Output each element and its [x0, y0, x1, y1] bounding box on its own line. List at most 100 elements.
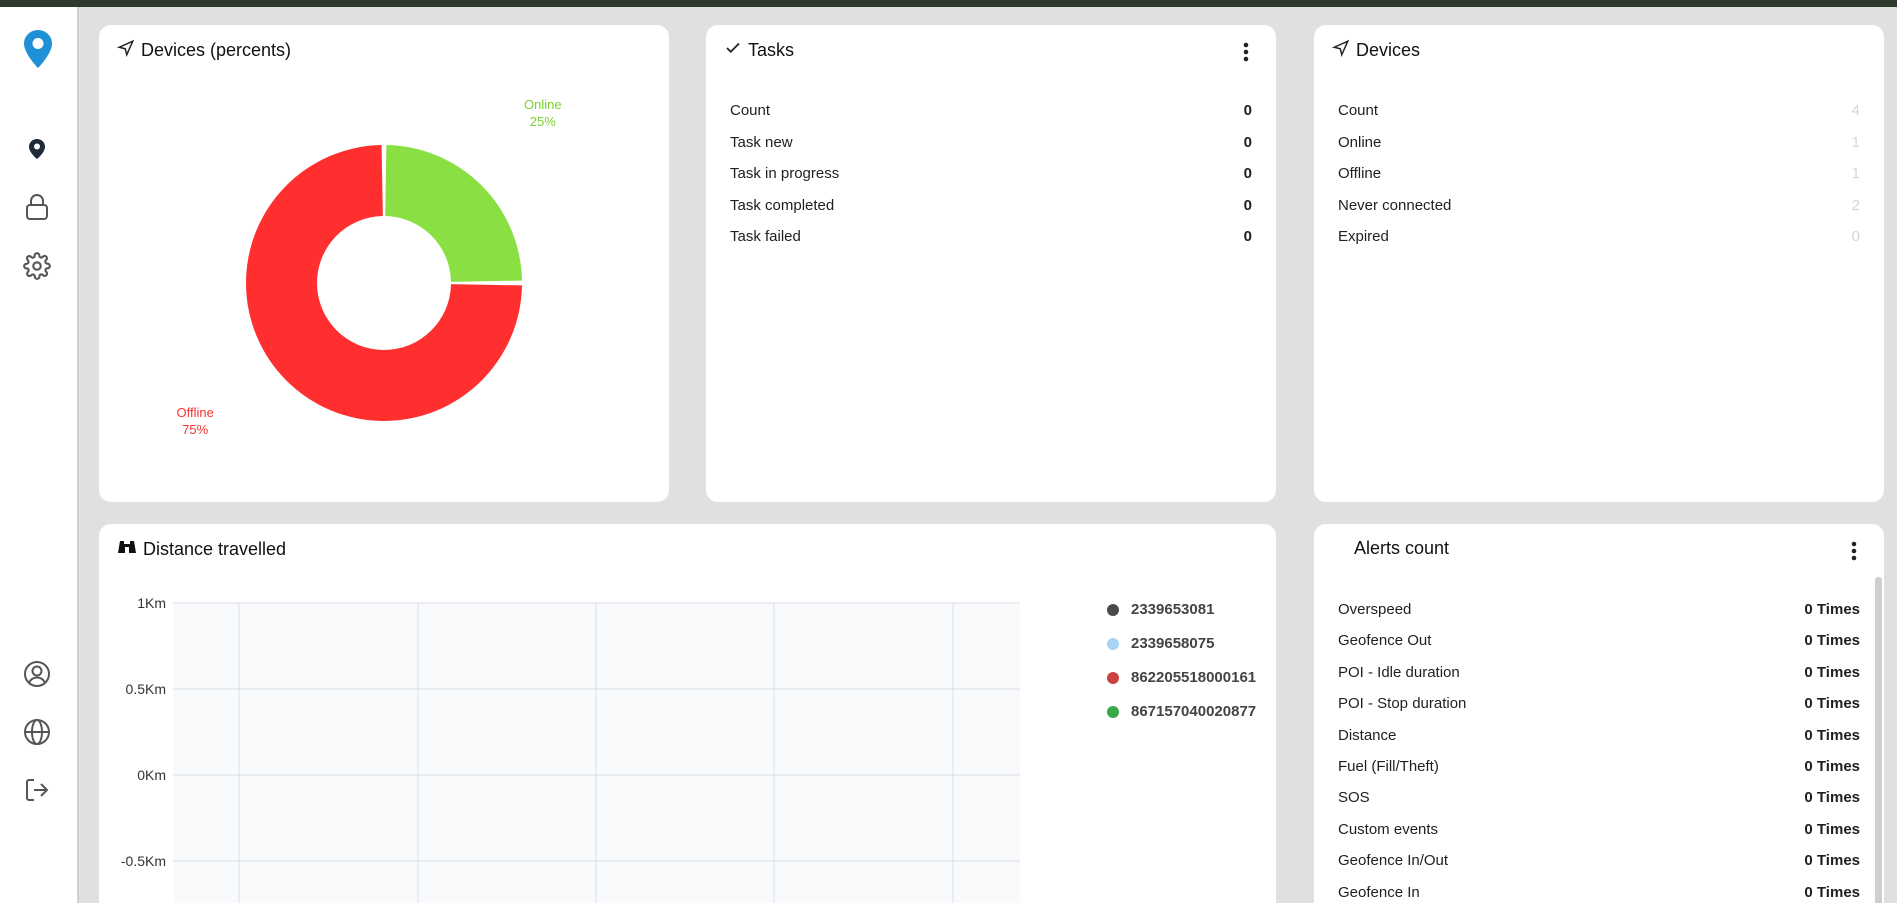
stat-row: Never connected 2 — [1338, 197, 1860, 214]
stat-row: Count 4 — [1338, 102, 1860, 119]
devices-percent-card: Devices (percents) Online 25% Offline 75% — [99, 25, 669, 502]
pie-slice-online[interactable] — [385, 145, 522, 282]
distance-line-chart: 1Km 0.5Km 0Km -0.5Km — [121, 595, 1020, 903]
stat-row: Fuel (Fill/Theft) 0 Times — [1338, 758, 1860, 775]
stat-value: 0 Times — [1804, 883, 1860, 901]
legend-item[interactable]: 867157040020877 — [1107, 703, 1256, 720]
legend-item[interactable]: 2339658075 — [1107, 635, 1214, 652]
stat-value: 1 — [1851, 165, 1860, 182]
stat-value: 0 — [1243, 228, 1252, 245]
top-bar — [0, 0, 1897, 7]
stat-row: Task in progress 0 — [730, 165, 1252, 182]
logout-icon[interactable] — [21, 774, 53, 806]
card-title-text: Distance travelled — [143, 539, 287, 559]
stat-row: Offline 1 — [1338, 165, 1860, 182]
check-icon — [724, 39, 742, 62]
stat-label: Geofence Out — [1338, 632, 1432, 650]
pie-percent-label: 75% — [182, 422, 208, 437]
donut-chart: Online 25% Offline 75% — [177, 97, 562, 437]
stat-label: SOS — [1338, 789, 1370, 807]
location-pin-icon[interactable] — [21, 133, 53, 165]
globe-icon[interactable] — [21, 716, 53, 748]
stat-value: 0 Times — [1804, 758, 1860, 775]
legend-item[interactable]: 862205518000161 — [1107, 669, 1256, 686]
alerts-menu-button[interactable] — [1844, 538, 1864, 564]
legend-label: 2339658075 — [1131, 635, 1215, 652]
y-tick-label: 0.5Km — [126, 681, 166, 697]
stat-label: POI - Idle duration — [1338, 663, 1460, 681]
stat-row: Geofence Out 0 Times — [1338, 632, 1860, 649]
pie-label: Online — [524, 97, 562, 112]
stat-row: Task new 0 — [730, 134, 1252, 151]
card-title-text: Alerts count — [1354, 538, 1450, 558]
card-title-text: Devices — [1356, 40, 1421, 60]
tasks-card: Tasks Count 0 Task new 0 Task in progress 0 Ta… — [706, 25, 1276, 502]
y-tick-label: 1Km — [137, 595, 166, 611]
pie-label: Offline — [177, 405, 214, 420]
stat-row: Overspeed 0 Times — [1338, 601, 1860, 618]
legend-item[interactable]: 2339653081 — [1107, 601, 1214, 618]
stat-label: Count — [1338, 102, 1379, 119]
legend-label: 862205518000161 — [1131, 669, 1257, 686]
stat-value: 0 Times — [1804, 852, 1860, 870]
stat-label: Task in progress — [730, 165, 840, 182]
send-icon — [1331, 39, 1350, 62]
card-title-text: Tasks — [748, 40, 795, 60]
stat-label: Count — [730, 102, 771, 119]
alerts-scrollbar[interactable] — [1875, 577, 1882, 903]
stat-value: 0 Times — [1804, 726, 1860, 744]
stat-label: Task completed — [730, 196, 835, 214]
distance-card: Distance travelled 1Km 0.5Km 0Km -0.5Km 233… — [99, 524, 1276, 903]
tasks-menu-button[interactable] — [1236, 39, 1256, 65]
y-tick-label: 0Km — [137, 767, 166, 783]
stat-row: Custom events 0 Times — [1338, 821, 1860, 838]
stat-row: Geofence In/Out 0 Times — [1338, 852, 1860, 869]
stat-value: 0 — [1243, 102, 1252, 119]
stat-label: Task new — [730, 133, 793, 151]
stat-value: 2 — [1851, 196, 1860, 214]
legend-dot — [1107, 671, 1119, 684]
stat-label: Distance — [1338, 726, 1397, 744]
lock-icon[interactable] — [21, 191, 53, 223]
stat-row: POI - Stop duration 0 Times — [1338, 695, 1860, 712]
stat-label: Overspeed — [1338, 601, 1412, 618]
stat-value: 0 Times — [1804, 663, 1860, 681]
stat-row: Distance 0 Times — [1338, 727, 1860, 744]
stat-label: Geofence In — [1338, 883, 1420, 901]
stat-row: SOS 0 Times — [1338, 789, 1860, 806]
stat-label: Fuel (Fill/Theft) — [1338, 758, 1439, 775]
stat-row: Task completed 0 — [730, 197, 1252, 214]
devices-title: Devices — [1331, 39, 1421, 62]
stat-label: Online — [1338, 133, 1382, 151]
legend-label: 2339653081 — [1131, 601, 1215, 618]
stat-row: Online 1 — [1338, 134, 1860, 151]
legend-dot — [1107, 705, 1119, 718]
devices-percent-title: Devices (percents) — [116, 39, 291, 62]
stat-label: Offline — [1338, 165, 1382, 182]
user-circle-icon[interactable] — [21, 658, 53, 690]
alerts-title: Alerts count — [1354, 538, 1449, 559]
stat-label: Geofence In/Out — [1338, 852, 1449, 870]
stat-value: 0 — [1243, 165, 1252, 182]
stat-value: 4 — [1851, 102, 1860, 119]
devices-card: Devices Count 4 Online 1 Offline 1 Never conne… — [1314, 25, 1884, 502]
stat-label: Task failed — [730, 228, 801, 245]
map-pin-logo[interactable] — [20, 27, 56, 71]
stat-value: 0 Times — [1804, 632, 1860, 650]
send-icon — [116, 39, 135, 62]
legend-label: 867157040020877 — [1131, 703, 1257, 720]
stat-value: 1 — [1851, 133, 1860, 151]
stat-value: 0 — [1243, 133, 1252, 151]
stat-label: Never connected — [1338, 196, 1452, 214]
binoculars-icon — [117, 538, 137, 561]
stat-value: 0 Times — [1804, 601, 1860, 618]
stat-label: Expired — [1338, 228, 1389, 245]
stat-value: 0 Times — [1804, 695, 1860, 713]
gear-icon[interactable] — [21, 250, 53, 282]
stat-label: POI - Stop duration — [1338, 695, 1467, 713]
stat-row: Geofence In 0 Times — [1338, 884, 1860, 901]
legend-dot — [1107, 637, 1119, 650]
pie-slice-offline[interactable] — [246, 145, 522, 422]
stat-value: 0 — [1851, 228, 1860, 245]
stat-row: Task failed 0 — [730, 228, 1252, 245]
